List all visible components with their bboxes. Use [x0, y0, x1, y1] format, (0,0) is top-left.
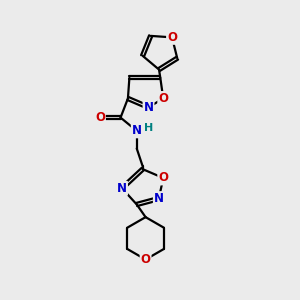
Text: O: O [167, 31, 177, 44]
Text: O: O [141, 253, 151, 266]
Text: H: H [144, 123, 153, 133]
Text: N: N [143, 101, 154, 114]
Text: N: N [154, 192, 164, 205]
Text: N: N [132, 124, 142, 137]
Text: O: O [95, 111, 105, 124]
Text: O: O [158, 92, 168, 105]
Text: N: N [117, 182, 127, 195]
Text: O: O [158, 172, 168, 184]
